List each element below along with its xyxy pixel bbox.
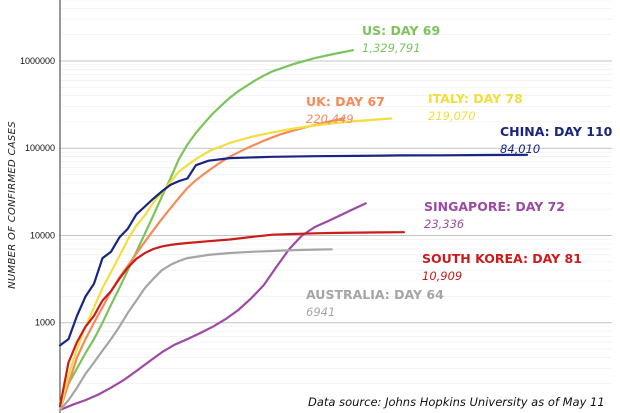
series-line-singapore <box>58 202 367 412</box>
series-line-china <box>58 153 529 347</box>
series-value-south-korea: 10,909 <box>422 269 462 283</box>
series-lines <box>58 49 529 412</box>
series-name-china: CHINA: DAY 110 <box>500 124 613 139</box>
series-value-italy: 219,070 <box>428 109 476 123</box>
y-tick-label: 10000 <box>30 230 55 240</box>
series-labels: US: DAY 69 1,329,791 UK: DAY 67 220,449 ITAL… <box>306 23 613 319</box>
y-tick-label: 1000 <box>35 318 55 328</box>
series-name-australia: AUSTRALIA: DAY 64 <box>306 287 444 302</box>
series-line-us <box>58 49 355 405</box>
series-line-uk <box>58 117 346 412</box>
source-note: Data source: Johns Hopkins University as… <box>308 395 605 409</box>
series-value-us: 1,329,791 <box>362 41 421 55</box>
series-line-italy <box>58 117 393 412</box>
series-name-singapore: SINGAPORE: DAY 72 <box>424 199 565 214</box>
y-axis-label: NUMBER OF CONFIRMED CASES <box>7 121 18 289</box>
series-value-uk: 220,449 <box>306 112 354 126</box>
series-name-us: US: DAY 69 <box>362 23 440 38</box>
series-value-singapore: 23,336 <box>424 217 464 231</box>
series-name-south-korea: SOUTH KOREA: DAY 81 <box>422 251 582 266</box>
series-name-uk: UK: DAY 67 <box>306 94 385 109</box>
gridlines <box>60 0 612 385</box>
series-value-australia: 6941 <box>306 305 335 319</box>
series-line-south-korea <box>58 231 405 408</box>
y-tick-label: 100000 <box>25 143 55 153</box>
series-line-australia <box>58 248 333 412</box>
series-name-italy: ITALY: DAY 78 <box>428 91 523 106</box>
series-value-china: 84,010 <box>500 142 540 156</box>
y-tick-label: 1000000 <box>20 56 55 66</box>
y-tick-labels: 1000 10000 100000 1000000 <box>20 56 55 328</box>
